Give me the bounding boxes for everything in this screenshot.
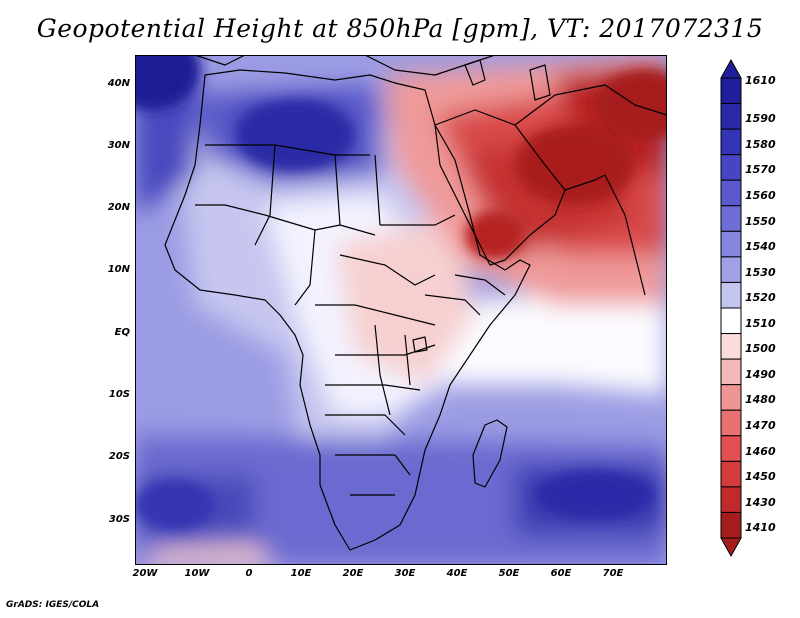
colorbar-label: 1500 [745,342,776,356]
colorbar-swatch [720,511,742,539]
colorbar-label: 1540 [745,240,776,254]
colorbar-label: 1520 [745,291,776,305]
lon-label-0: 0 [245,568,253,579]
colorbar-swatch [720,154,742,181]
colorbar-label: 1560 [745,189,776,202]
lon-label-10e: 10E [290,568,312,579]
colorbar-swatch [720,409,742,437]
grads-credit: GrADS: IGES/COLA [6,600,100,610]
geopotential-field [135,55,667,565]
map-title: Geopotential Height at 850hPa [gpm], VT:… [36,14,764,43]
colorbar-label: 1510 [745,316,776,330]
colorbar-swatch [720,281,742,309]
colorbar-label: 1460 [745,444,776,458]
colorbar-swatches [720,58,742,558]
lat-label-30s: 30S [108,514,130,525]
colorbar-swatch [720,358,742,386]
colorbar-label: 1550 [745,214,776,228]
colorbar-swatch [720,103,742,130]
colorbar-swatch [720,128,742,156]
lat-label-20s: 20S [108,451,130,462]
colorbar-swatch [720,435,742,462]
lon-label-20e: 20E [342,568,364,579]
lon-label-60e: 60E [550,568,572,579]
colorbar-label: 1530 [745,265,776,279]
colorbar-swatch [720,77,742,105]
colorbar-swatch [720,333,742,360]
colorbar: 1610 1590 1580 1570 1560 1550 1540 1530 1520 1510… [720,58,800,558]
lat-label-20n: 20N [107,202,130,213]
colorbar-swatch [720,205,742,232]
colorbar-label: 1480 [745,393,776,407]
colorbar-arrow-top [720,58,742,79]
colorbar-swatch [720,179,742,207]
colorbar-label: 1570 [745,163,776,177]
colorbar-arrow-bottom [720,537,742,558]
lat-label-10s: 10S [108,389,130,400]
lat-label-40n: 40N [107,78,130,89]
lon-label-10w: 10W [184,568,210,579]
colorbar-swatch [720,307,742,335]
lon-label-50e: 50E [498,568,520,579]
colorbar-swatch [720,230,742,258]
lon-label-40e: 40E [446,568,468,579]
lat-label-eq: EQ [114,327,130,338]
colorbar-label: 1410 [745,521,776,535]
colorbar-swatch [720,460,742,488]
lon-label-30e: 30E [394,568,416,579]
lon-label-20w: 20W [132,568,158,579]
colorbar-swatch [720,486,742,513]
colorbar-swatch [720,384,742,411]
africa-coastline [164,69,531,551]
lat-label-30n: 30N [107,140,130,151]
madagascar-coastline [472,419,508,488]
colorbar-label: 1430 [745,495,776,509]
lat-label-10n: 10N [107,264,130,275]
colorbar-label: 1490 [745,367,776,381]
colorbar-label: 1610 [745,74,776,87]
colorbar-label: 1470 [745,419,776,432]
colorbar-label: 1580 [745,137,776,151]
colorbar-label: 1450 [745,470,776,484]
lon-label-70e: 70E [602,568,624,579]
colorbar-label: 1590 [745,112,776,126]
map-plot [135,55,667,565]
colorbar-swatch [720,256,742,283]
